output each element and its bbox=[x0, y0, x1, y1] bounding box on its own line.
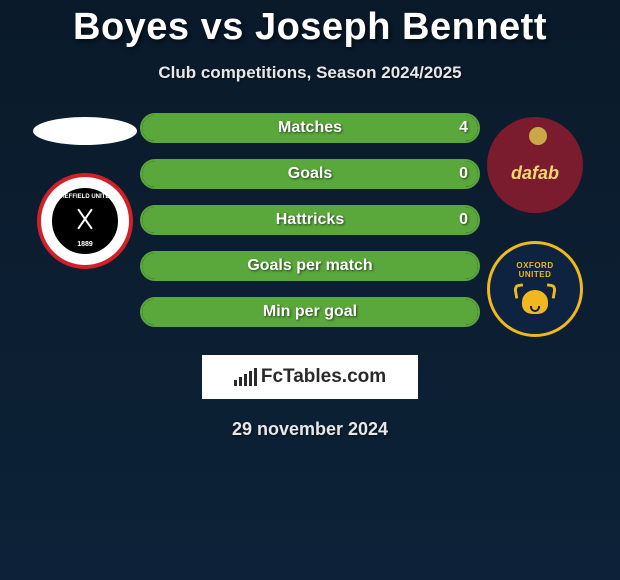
stat-row: Goals 0 bbox=[140, 159, 480, 189]
stat-value-right: 0 bbox=[459, 165, 468, 183]
sheffield-year: 1889 bbox=[77, 241, 93, 248]
stat-label: Hattricks bbox=[276, 211, 344, 229]
stat-row: Goals per match bbox=[140, 251, 480, 281]
oxford-badge-inner: OXFORDUNITED bbox=[514, 262, 556, 316]
left-player-avatar bbox=[33, 117, 137, 145]
crossed-swords-icon bbox=[70, 211, 100, 231]
dafabet-dot-icon bbox=[529, 127, 547, 145]
stat-row: Hattricks 0 bbox=[140, 205, 480, 235]
left-player-column: SHEFFIELD UNITED 1889 bbox=[30, 113, 140, 337]
stat-value-right: 0 bbox=[459, 211, 468, 229]
fc-bar bbox=[244, 374, 247, 386]
stats-center-column: Matches 4 Goals 0 Hattricks 0 Goals per match M… bbox=[140, 113, 480, 337]
stat-value-right: 4 bbox=[459, 119, 468, 137]
ox-head-icon bbox=[514, 284, 556, 316]
sheffield-badge-inner: SHEFFIELD UNITED 1889 bbox=[49, 185, 121, 257]
fc-bar bbox=[234, 380, 237, 386]
fc-bar bbox=[254, 368, 257, 386]
stat-row: Matches 4 bbox=[140, 113, 480, 143]
stat-label: Goals per match bbox=[247, 257, 372, 275]
sheffield-text-top: SHEFFIELD UNITED bbox=[56, 194, 113, 200]
fc-bar bbox=[249, 371, 252, 386]
footer-brand-badge: FcTables.com bbox=[202, 355, 418, 399]
right-player-column: dafab OXFORDUNITED bbox=[480, 113, 590, 337]
shirt-sponsor-text: dafab bbox=[511, 163, 559, 184]
subtitle: Club competitions, Season 2024/2025 bbox=[0, 63, 620, 83]
stat-label: Goals bbox=[288, 165, 332, 183]
stat-label: Min per goal bbox=[263, 303, 357, 321]
right-club-badge: OXFORDUNITED bbox=[487, 241, 583, 337]
stat-row: Min per goal bbox=[140, 297, 480, 327]
left-club-badge: SHEFFIELD UNITED 1889 bbox=[37, 173, 133, 269]
stats-area: SHEFFIELD UNITED 1889 Matches4Goals0Hatt… bbox=[0, 113, 620, 337]
footer-brand-text: FcTables.com bbox=[261, 366, 386, 388]
fctables-chart-icon bbox=[234, 368, 257, 386]
fc-bar bbox=[239, 377, 242, 386]
stat-label: Matches bbox=[278, 119, 342, 137]
date-text: 29 november 2024 bbox=[0, 419, 620, 440]
right-player-avatar: dafab bbox=[487, 117, 583, 213]
page-title: Boyes vs Joseph Bennett bbox=[0, 0, 620, 49]
oxford-text: OXFORDUNITED bbox=[516, 262, 553, 280]
